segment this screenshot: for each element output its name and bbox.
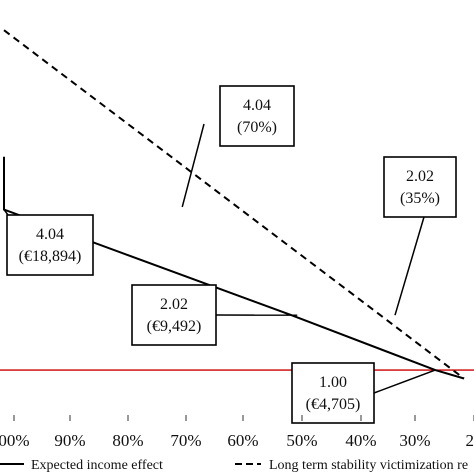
x-tick-label-8: 20 <box>466 431 474 450</box>
annotation-leader-2 <box>394 216 425 316</box>
annotation-box-3 <box>131 284 217 346</box>
annotation-value-1: 4.04 <box>36 226 64 243</box>
x-tick-label-6: 40% <box>345 431 376 450</box>
annotation-value-3: 2.02 <box>160 296 188 313</box>
annotation-leader-0 <box>181 123 205 208</box>
x-tick-label-4: 60% <box>227 431 258 450</box>
annotation-box-1 <box>6 214 94 276</box>
annotation-box-4 <box>291 362 375 424</box>
annotation-leader-4 <box>373 369 436 394</box>
annotation-leader-1 <box>3 209 9 216</box>
x-tick-label-3: 70% <box>170 431 201 450</box>
annotation-box-2 <box>383 156 457 218</box>
annotation-detail-1: (€18,894) <box>19 248 82 265</box>
legend: Expected income effect Long term stabilit… <box>0 458 468 473</box>
x-axis: 00% 90% 80% 70% 60% 50% 40% 30% 20 <box>0 415 474 450</box>
x-tick-label-0: 00% <box>0 431 30 450</box>
x-tick-label-7: 30% <box>399 431 430 450</box>
x-tick-label-1: 90% <box>54 431 85 450</box>
annotation-detail-2: (35%) <box>400 190 440 207</box>
x-tick-label-5: 50% <box>286 431 317 450</box>
annotation-value-0: 4.04 <box>243 97 271 114</box>
legend-label-0: Expected income effect <box>31 458 163 473</box>
annotation-value-4: 1.00 <box>319 374 347 391</box>
annotation-detail-0: (70%) <box>237 119 277 136</box>
series-line-1 <box>3 29 465 380</box>
annotation-detail-4: (€4,705) <box>306 396 361 413</box>
legend-label-1: Long term stability victimization re <box>269 458 468 473</box>
annotations: 4.04 (70%) 4.04 (€18,894) 2.02 (35%) 2.02 (€9,4… <box>3 85 457 424</box>
annotation-detail-3: (€9,492) <box>147 318 202 335</box>
x-tick-label-2: 80% <box>112 431 143 450</box>
annotation-box-0 <box>219 85 295 147</box>
annotation-value-2: 2.02 <box>406 168 434 185</box>
